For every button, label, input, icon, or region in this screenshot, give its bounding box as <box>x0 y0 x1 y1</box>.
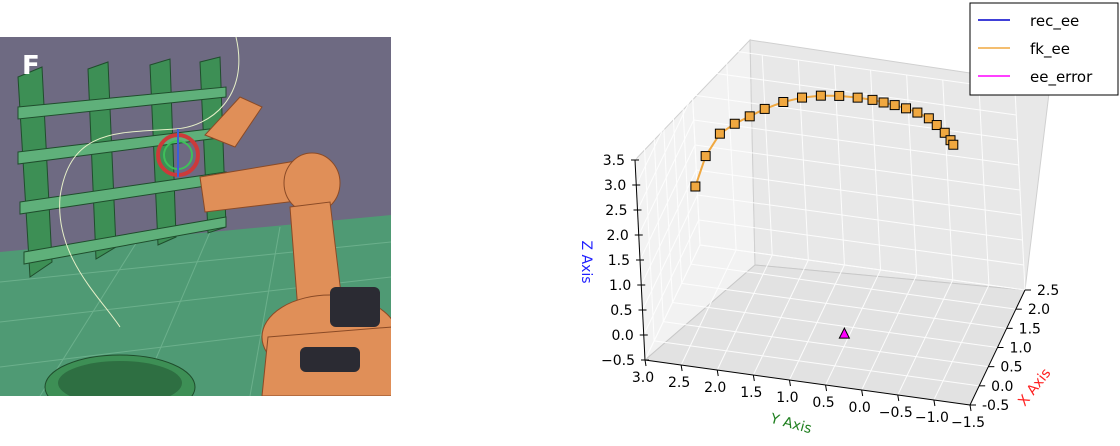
x-tick-label: -0.5 <box>982 398 1009 414</box>
grid-line <box>689 44 1016 91</box>
z-tick-label: 0.0 <box>611 328 633 344</box>
grid-line <box>698 219 1024 266</box>
y-tick-label: −0.5 <box>879 405 913 421</box>
plot-3d: −0.5 0.0 0.5 1.0 1.5 2.0 2.5 3.0 3.5 3.0 2.5 2.0 1.5… <box>560 0 1120 442</box>
fk-ee-point <box>852 92 863 103</box>
fk-ee-point <box>714 128 725 139</box>
grid-line <box>662 102 673 303</box>
legend-fk-ee-label: fk_ee <box>1030 40 1070 59</box>
grid-line <box>652 121 664 322</box>
fk-ee-point <box>901 103 912 114</box>
grid-line <box>978 84 990 286</box>
x-tick-label: 1.0 <box>1010 341 1032 357</box>
y-axis-line <box>644 359 971 406</box>
fk-ee-point <box>778 97 789 107</box>
y-axis-label: Y Axis <box>768 411 814 438</box>
simulation-view: F <box>0 37 391 396</box>
grid-line <box>942 79 954 281</box>
fk-ee-point <box>931 120 942 131</box>
grid-line <box>691 69 1017 116</box>
grid-line <box>1014 89 1026 291</box>
grid-line <box>725 49 737 251</box>
panel-label: F <box>22 51 40 81</box>
grid-line <box>761 54 773 256</box>
grid-line <box>690 263 1016 310</box>
y-tick-label: 2.0 <box>704 380 726 396</box>
grid-line <box>692 94 1018 141</box>
x-tick-label: 2.5 <box>1037 283 1059 299</box>
z-tick-label: 2.5 <box>605 203 627 219</box>
grid-line <box>697 194 1023 241</box>
z-tick-label: −0.5 <box>601 353 635 369</box>
grid-line <box>671 83 683 284</box>
z-tick-label: 1.5 <box>608 253 630 269</box>
y-tick <box>861 389 864 397</box>
z-tick-label: 2.0 <box>606 228 628 244</box>
grid-line <box>699 244 1026 291</box>
y-tick <box>825 384 828 392</box>
y-tick-label: 1.0 <box>776 390 798 406</box>
grid-line <box>672 302 998 348</box>
fk-ee-point <box>700 151 711 162</box>
fk-ee-point <box>912 107 923 118</box>
x-tick-label: 2.0 <box>1028 302 1050 318</box>
z-tick-label: 0.5 <box>610 303 632 319</box>
fk-ee-point <box>939 127 950 138</box>
z-axis-label: Z Axis <box>578 240 594 283</box>
y-tick <box>897 394 900 402</box>
grid-line <box>654 340 980 387</box>
y-tick-label: 3.0 <box>632 370 654 386</box>
grid-line <box>681 282 1007 329</box>
fk-ee-point <box>867 94 878 105</box>
grid-line <box>663 321 989 368</box>
fk-ee-point <box>948 139 959 150</box>
x-tick-label: 0.0 <box>991 379 1013 395</box>
y-tick <box>933 399 936 407</box>
fk-ee-point <box>690 181 701 192</box>
x-tick-label: 0.5 <box>1000 360 1022 376</box>
z-tick-label: 3.5 <box>603 153 625 169</box>
grid-line <box>696 169 1022 216</box>
y-tick <box>788 379 791 387</box>
y-tick <box>680 364 683 372</box>
fk-ee-point <box>759 103 770 114</box>
legend: rec_ee fk_ee ee_error <box>969 2 1119 96</box>
grid-line <box>689 44 701 246</box>
fk-ee-point <box>797 92 808 103</box>
y-tick <box>752 374 755 382</box>
fk-ee-point <box>834 90 845 101</box>
plot-3d-svg: −0.5 0.0 0.5 1.0 1.5 2.0 2.5 3.0 3.5 3.0 2.5 2.0 1.5… <box>578 2 1119 438</box>
y-tick-label: 1.5 <box>740 385 762 401</box>
legend-rec-ee-label: rec_ee <box>1030 12 1079 31</box>
fk-ee-point <box>815 90 826 101</box>
x-tick-label: 1.5 <box>1019 321 1041 337</box>
y-tick-label: 2.5 <box>668 375 690 391</box>
z-tick-label: 3.0 <box>604 178 626 194</box>
y-tick <box>644 359 647 367</box>
grid-line <box>643 140 655 341</box>
y-tick <box>969 404 972 412</box>
fk-ee-point <box>889 100 900 111</box>
y-tick-label: −1.5 <box>951 415 985 431</box>
grid-line <box>680 64 692 265</box>
y-tick-label: −1.0 <box>915 410 949 426</box>
grid-line <box>694 144 1021 191</box>
fk-ee-point <box>878 97 889 108</box>
fk-ee-point <box>744 111 755 122</box>
robot-scene-image <box>0 37 391 396</box>
fk-ee-point <box>729 118 740 129</box>
ee-error-point <box>838 327 851 339</box>
y-tick-label: 0.5 <box>812 395 834 411</box>
y-tick-label: 0.0 <box>849 400 871 416</box>
grid-line <box>693 119 1019 166</box>
legend-ee-error-label: ee_error <box>1030 68 1093 87</box>
fk-ee-point <box>923 113 934 124</box>
z-tick-label: 1.0 <box>609 278 631 294</box>
y-tick <box>716 369 719 377</box>
